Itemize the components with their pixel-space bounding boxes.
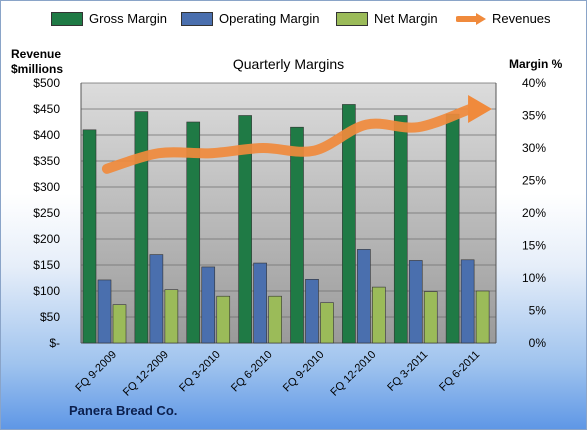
bar-net-margin — [268, 295, 282, 344]
legend-swatch — [181, 11, 213, 26]
bar-operating-margin — [97, 279, 112, 344]
bar-operating-margin — [357, 249, 371, 344]
bar-operating-margin — [149, 254, 164, 344]
bar-gross-margin — [186, 121, 201, 344]
bar-net-margin — [320, 302, 334, 344]
x-tick-label: FQ 6-2010 — [229, 349, 275, 395]
bar-operating-margin — [408, 260, 423, 344]
x-tick-label: FQ 3-2011 — [385, 349, 430, 394]
bar-net-margin — [372, 286, 386, 344]
bar-operating-margin — [201, 266, 216, 344]
x-tick-label: FQ 9-2009 — [73, 349, 119, 395]
y-left-tick-label: $450 — [33, 102, 60, 116]
bar-gross-margin — [238, 115, 252, 344]
bar-operating-margin — [460, 259, 475, 344]
bar-gross-margin — [393, 115, 408, 344]
bar-gross-margin — [82, 129, 97, 344]
revenue-line — [101, 104, 476, 174]
bar-net-margin — [423, 291, 438, 344]
legend-item-gross-margin: Gross Margin — [51, 11, 167, 26]
bar-operating-margin — [305, 278, 319, 344]
x-tick-label: FQ 6-2011 — [437, 349, 482, 394]
y-left-tick-label: $300 — [33, 180, 60, 194]
left-axis-title-line2: $millions — [11, 62, 64, 76]
legend-swatch — [455, 12, 486, 25]
y-right-tick-label: 0% — [529, 336, 547, 350]
y-right-tick-label: 20% — [522, 206, 546, 220]
legend-label: Operating Margin — [219, 11, 320, 26]
y-right-tick-label: 5% — [529, 304, 547, 318]
y-left-tick-label: $500 — [33, 76, 60, 90]
footer-company: Panera Bread Co. — [69, 403, 178, 418]
y-left-tick-label: $100 — [33, 284, 60, 298]
y-left-tick-label: $400 — [33, 128, 60, 142]
x-tick-label: FQ 9-2010 — [281, 349, 327, 395]
y-right-tick-label: 35% — [522, 109, 546, 123]
y-right-tick-label: 10% — [522, 271, 546, 285]
legend-item-revenues: Revenues — [455, 11, 551, 26]
chart-title: Quarterly Margins — [232, 56, 345, 72]
right-axis-title: Margin % — [509, 57, 563, 71]
bar-operating-margin — [253, 262, 267, 344]
y-right-tick-label: 30% — [522, 141, 546, 155]
bar-gross-margin — [342, 104, 356, 344]
bar-net-margin — [112, 304, 127, 344]
bar-net-margin — [164, 289, 179, 344]
left-axis-title-line1: Revenue — [11, 47, 62, 61]
legend-label: Revenues — [492, 11, 551, 26]
legend-swatch — [51, 11, 83, 26]
legend-item-operating-margin: Operating Margin — [181, 11, 319, 26]
y-left-tick-label: $250 — [33, 206, 60, 220]
bar-gross-margin — [134, 111, 149, 344]
bar-net-margin — [216, 295, 231, 344]
y-right-tick-label: 25% — [522, 174, 546, 188]
y-left-tick-label: $200 — [33, 232, 60, 246]
legend-label: Net Margin — [374, 11, 438, 26]
y-left-tick-label: $150 — [33, 258, 60, 272]
bar-gross-margin — [290, 126, 304, 344]
y-right-tick-label: 15% — [522, 239, 546, 253]
x-tick-label: FQ 3-2010 — [177, 349, 223, 395]
legend-swatch — [336, 11, 368, 26]
x-tick-label: FQ 12-2009 — [121, 349, 171, 399]
legend: Gross Margin Operating Margin Net Margin Re… — [1, 11, 587, 35]
revenue-arrowhead — [468, 95, 493, 123]
bar-gross-margin — [445, 113, 460, 344]
left-axis-title: Revenue $millions — [11, 47, 63, 77]
y-right-tick-label: 40% — [522, 76, 546, 90]
y-left-tick-label: $- — [49, 336, 60, 350]
bar-net-margin — [475, 290, 490, 344]
y-left-tick-label: $50 — [40, 310, 60, 324]
legend-item-net-margin: Net Margin — [336, 11, 438, 26]
legend-label: Gross Margin — [89, 11, 168, 26]
y-left-tick-label: $350 — [33, 154, 60, 168]
x-tick-label: FQ 12-2010 — [328, 349, 378, 399]
